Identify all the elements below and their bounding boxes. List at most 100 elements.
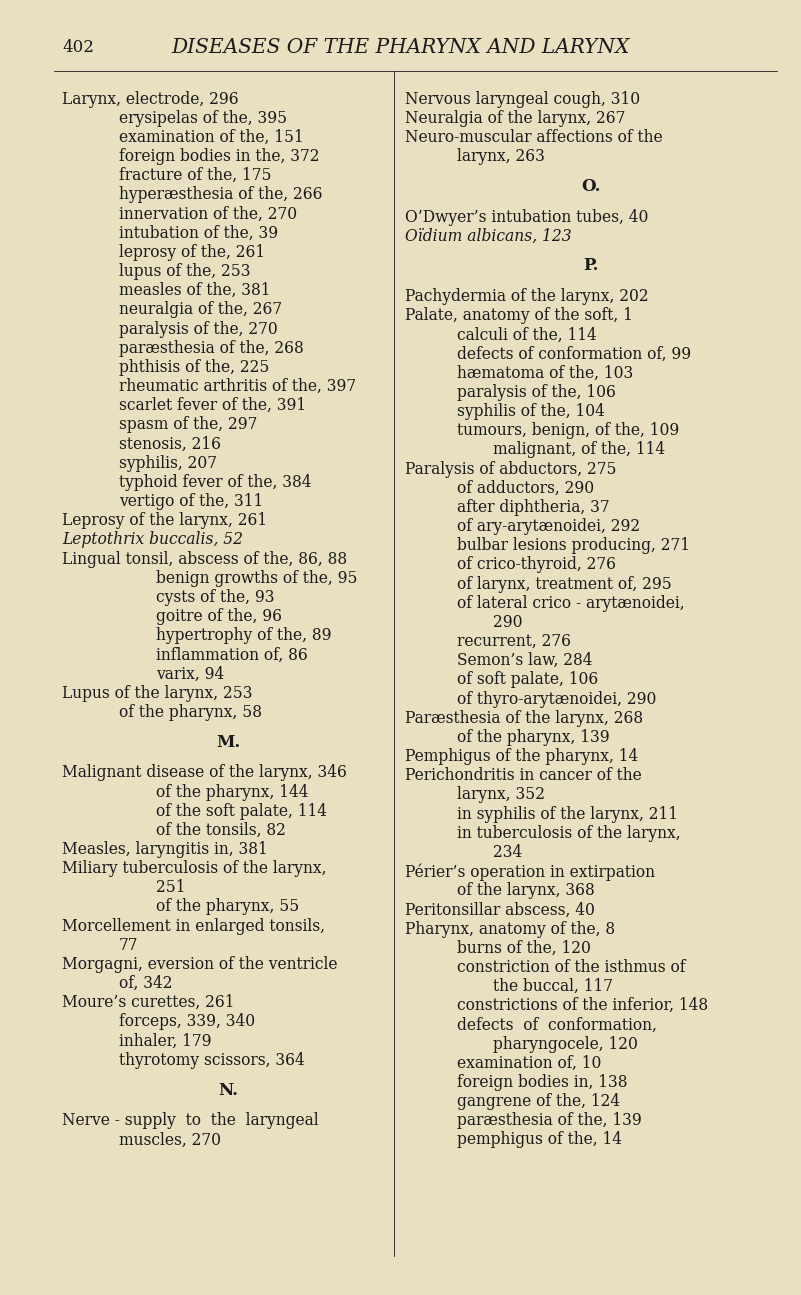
Text: fracture of the, 175: fracture of the, 175 [119, 167, 271, 184]
Text: inhaler, 179: inhaler, 179 [119, 1032, 211, 1050]
Text: Perichondritis in cancer of the: Perichondritis in cancer of the [405, 767, 642, 785]
Text: Semon’s law, 284: Semon’s law, 284 [457, 653, 592, 670]
Text: of the soft palate, 114: of the soft palate, 114 [156, 803, 327, 820]
Text: Pemphigus of the pharynx, 14: Pemphigus of the pharynx, 14 [405, 749, 638, 765]
Text: Measles, laryngitis in, 381: Measles, laryngitis in, 381 [62, 840, 268, 859]
Text: N.: N. [219, 1081, 238, 1098]
Text: syphilis of the, 104: syphilis of the, 104 [457, 403, 605, 420]
Text: Peritonsillar abscess, 40: Peritonsillar abscess, 40 [405, 901, 594, 918]
Text: Miliary tuberculosis of the larynx,: Miliary tuberculosis of the larynx, [62, 860, 327, 877]
Text: paralysis of the, 270: paralysis of the, 270 [119, 321, 277, 338]
Text: of the tonsils, 82: of the tonsils, 82 [156, 822, 286, 839]
Text: scarlet fever of the, 391: scarlet fever of the, 391 [119, 398, 306, 414]
Text: 402: 402 [62, 39, 95, 57]
Text: Lingual tonsil, abscess of the, 86, 88: Lingual tonsil, abscess of the, 86, 88 [62, 550, 348, 567]
Text: cysts of the, 93: cysts of the, 93 [156, 589, 275, 606]
Text: erysipelas of the, 395: erysipelas of the, 395 [119, 110, 287, 127]
Text: Morcellement in enlarged tonsils,: Morcellement in enlarged tonsils, [62, 918, 325, 935]
Text: hypertrophy of the, 89: hypertrophy of the, 89 [156, 627, 332, 645]
Text: leprosy of the, 261: leprosy of the, 261 [119, 243, 264, 262]
Text: syphilis, 207: syphilis, 207 [119, 455, 216, 471]
Text: Nerve - supply  to  the  laryngeal: Nerve - supply to the laryngeal [62, 1112, 319, 1129]
Text: Oïdium albicans, 123: Oïdium albicans, 123 [405, 228, 571, 245]
Text: recurrent, 276: recurrent, 276 [457, 633, 570, 650]
Text: after diphtheria, 37: after diphtheria, 37 [457, 499, 610, 515]
Text: calculi of the, 114: calculi of the, 114 [457, 326, 596, 343]
Text: Paræsthesia of the larynx, 268: Paræsthesia of the larynx, 268 [405, 710, 642, 726]
Text: Moure’s curettes, 261: Moure’s curettes, 261 [62, 995, 235, 1011]
Text: Neuralgia of the larynx, 267: Neuralgia of the larynx, 267 [405, 110, 625, 127]
Text: defects of conformation of, 99: defects of conformation of, 99 [457, 346, 690, 363]
Text: Morgagni, eversion of the ventricle: Morgagni, eversion of the ventricle [62, 956, 338, 973]
Text: paræsthesia of the, 268: paræsthesia of the, 268 [119, 339, 304, 357]
Text: innervation of the, 270: innervation of the, 270 [119, 206, 296, 223]
Text: varix, 94: varix, 94 [156, 666, 224, 682]
Text: intubation of the, 39: intubation of the, 39 [119, 225, 278, 242]
Text: 251: 251 [156, 879, 186, 896]
Text: of adductors, 290: of adductors, 290 [457, 479, 594, 497]
Text: of thyro-arytænoidei, 290: of thyro-arytænoidei, 290 [457, 690, 656, 707]
Text: typhoid fever of the, 384: typhoid fever of the, 384 [119, 474, 311, 491]
Text: Périer’s operation in extirpation: Périer’s operation in extirpation [405, 862, 654, 881]
Text: P.: P. [583, 258, 598, 275]
Text: in tuberculosis of the larynx,: in tuberculosis of the larynx, [457, 825, 680, 842]
Text: Pharynx, anatomy of the, 8: Pharynx, anatomy of the, 8 [405, 921, 614, 938]
Text: hæmatoma of the, 103: hæmatoma of the, 103 [457, 365, 633, 382]
Text: of larynx, treatment of, 295: of larynx, treatment of, 295 [457, 575, 671, 593]
Text: O.: O. [581, 177, 601, 194]
Text: Larynx, electrode, 296: Larynx, electrode, 296 [62, 91, 239, 107]
Text: lupus of the, 253: lupus of the, 253 [119, 263, 250, 280]
Text: thyrotomy scissors, 364: thyrotomy scissors, 364 [119, 1052, 304, 1068]
Text: the buccal, 117: the buccal, 117 [493, 978, 613, 995]
Text: constrictions of the inferior, 148: constrictions of the inferior, 148 [457, 997, 708, 1014]
Text: of lateral crico - arytænoidei,: of lateral crico - arytænoidei, [457, 594, 684, 611]
Text: O’Dwyer’s intubation tubes, 40: O’Dwyer’s intubation tubes, 40 [405, 208, 648, 225]
Text: 77: 77 [119, 936, 138, 954]
Text: burns of the, 120: burns of the, 120 [457, 940, 590, 957]
Text: constriction of the isthmus of: constriction of the isthmus of [457, 958, 685, 976]
Text: paræsthesia of the, 139: paræsthesia of the, 139 [457, 1112, 642, 1129]
Text: pharyngocele, 120: pharyngocele, 120 [493, 1036, 638, 1053]
Text: examination of the, 151: examination of the, 151 [119, 130, 304, 146]
Text: forceps, 339, 340: forceps, 339, 340 [119, 1014, 255, 1031]
Text: examination of, 10: examination of, 10 [457, 1054, 601, 1072]
Text: malignant, of the, 114: malignant, of the, 114 [493, 442, 665, 458]
Text: paralysis of the, 106: paralysis of the, 106 [457, 383, 615, 401]
Text: 234: 234 [493, 844, 522, 861]
Text: larynx, 352: larynx, 352 [457, 786, 545, 803]
Text: of crico-thyroid, 276: of crico-thyroid, 276 [457, 557, 616, 574]
Text: Malignant disease of the larynx, 346: Malignant disease of the larynx, 346 [62, 764, 348, 781]
Text: of the pharynx, 144: of the pharynx, 144 [156, 783, 308, 800]
Text: of the pharynx, 55: of the pharynx, 55 [156, 899, 300, 916]
Text: Neuro-muscular affections of the: Neuro-muscular affections of the [405, 130, 662, 146]
Text: Nervous laryngeal cough, 310: Nervous laryngeal cough, 310 [405, 91, 640, 107]
Text: DISEASES OF THE PHARYNX AND LARYNX: DISEASES OF THE PHARYNX AND LARYNX [171, 39, 630, 57]
Text: muscles, 270: muscles, 270 [119, 1132, 220, 1149]
Text: measles of the, 381: measles of the, 381 [119, 282, 270, 299]
Text: pemphigus of the, 14: pemphigus of the, 14 [457, 1132, 622, 1149]
Text: of soft palate, 106: of soft palate, 106 [457, 671, 598, 689]
Text: Pachydermia of the larynx, 202: Pachydermia of the larynx, 202 [405, 287, 648, 306]
Text: larynx, 263: larynx, 263 [457, 148, 545, 166]
Text: bulbar lesions producing, 271: bulbar lesions producing, 271 [457, 537, 690, 554]
Text: M.: M. [216, 734, 240, 751]
Text: of ary-arytænoidei, 292: of ary-arytænoidei, 292 [457, 518, 640, 535]
Text: in syphilis of the larynx, 211: in syphilis of the larynx, 211 [457, 805, 678, 822]
Text: neuralgia of the, 267: neuralgia of the, 267 [119, 302, 282, 319]
Text: Leptothrix buccalis, 52: Leptothrix buccalis, 52 [62, 531, 244, 549]
Text: Paralysis of abductors, 275: Paralysis of abductors, 275 [405, 461, 616, 478]
Text: foreign bodies in the, 372: foreign bodies in the, 372 [119, 148, 319, 166]
Text: hyperæsthesia of the, 266: hyperæsthesia of the, 266 [119, 186, 322, 203]
Text: Palate, anatomy of the soft, 1: Palate, anatomy of the soft, 1 [405, 307, 632, 324]
Text: rheumatic arthritis of the, 397: rheumatic arthritis of the, 397 [119, 378, 356, 395]
Text: gangrene of the, 124: gangrene of the, 124 [457, 1093, 620, 1110]
Text: Leprosy of the larynx, 261: Leprosy of the larynx, 261 [62, 513, 268, 530]
Text: 290: 290 [493, 614, 522, 631]
Text: foreign bodies in, 138: foreign bodies in, 138 [457, 1074, 627, 1090]
Text: Lupus of the larynx, 253: Lupus of the larynx, 253 [62, 685, 253, 702]
Text: of, 342: of, 342 [119, 975, 172, 992]
Text: spasm of the, 297: spasm of the, 297 [119, 417, 257, 434]
Text: of the pharynx, 139: of the pharynx, 139 [457, 729, 610, 746]
Text: benign growths of the, 95: benign growths of the, 95 [156, 570, 358, 587]
Text: defects  of  conformation,: defects of conformation, [457, 1017, 657, 1033]
